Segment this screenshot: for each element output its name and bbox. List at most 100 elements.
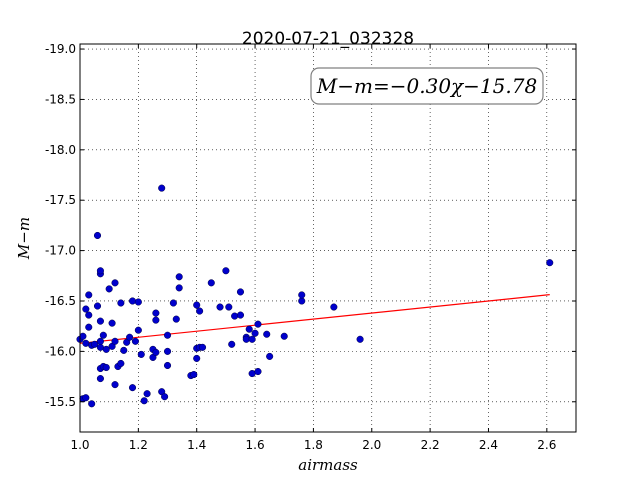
data-point <box>161 393 169 401</box>
fit-annotation: M−m=−0.30χ−15.78 <box>310 67 544 105</box>
data-point <box>88 400 96 408</box>
data-point <box>248 335 256 343</box>
data-point <box>298 297 306 305</box>
data-point <box>169 299 177 307</box>
data-point <box>228 340 236 348</box>
x-tick-label: 1.2 <box>129 438 148 452</box>
y-tick-label: -16.0 <box>45 344 76 358</box>
data-point <box>82 394 90 402</box>
data-point <box>120 346 128 354</box>
data-point <box>245 325 253 333</box>
data-point <box>137 350 145 358</box>
data-point <box>82 305 90 313</box>
data-point <box>128 297 137 305</box>
y-tick-label: -18.0 <box>45 143 76 157</box>
data-point <box>158 184 166 192</box>
data-point <box>236 311 245 319</box>
data-point <box>175 284 183 292</box>
annotation-box <box>310 67 544 105</box>
data-point <box>143 390 151 398</box>
data-point <box>93 302 102 310</box>
data-point <box>126 333 134 341</box>
annotation-text: M−m=−0.30χ−15.78 <box>316 74 537 98</box>
data-point <box>99 331 107 339</box>
data-point <box>140 397 148 405</box>
data-point <box>216 303 224 311</box>
data-point <box>225 303 233 311</box>
y-tick-label: -17.5 <box>45 193 76 207</box>
data-point <box>91 340 99 348</box>
data-point <box>152 309 160 317</box>
fit-line <box>79 294 550 344</box>
data-point <box>128 384 137 392</box>
x-tick-label: 1.4 <box>187 438 206 452</box>
data-point <box>85 323 93 331</box>
x-tick-label: 2.2 <box>421 438 440 452</box>
data-point <box>96 337 104 345</box>
x-axis-label: airmass <box>298 456 358 474</box>
y-tick-label: -18.5 <box>45 92 76 106</box>
data-point <box>163 331 172 339</box>
data-point <box>207 279 215 287</box>
data-point <box>102 363 110 372</box>
data-point <box>111 279 119 287</box>
data-point <box>111 337 119 345</box>
data-point <box>163 361 172 370</box>
data-point <box>263 330 271 338</box>
data-point <box>163 347 172 355</box>
fit-line-group <box>79 294 550 344</box>
y-tick-label: -17.0 <box>45 244 76 258</box>
x-tick-label: 1.8 <box>304 438 323 452</box>
x-tick-label: 2.6 <box>537 438 556 452</box>
chart-title: 2020-07-21_032328 <box>242 29 414 49</box>
x-tick-label: 1.0 <box>70 438 89 452</box>
data-point <box>254 367 262 376</box>
data-point <box>85 311 93 319</box>
data-point <box>172 315 180 323</box>
data-point <box>280 332 288 340</box>
data-point <box>79 332 87 340</box>
y-tick-label: -19.0 <box>45 42 76 56</box>
y-tick-label: -15.5 <box>45 395 76 409</box>
data-point <box>193 301 201 309</box>
data-point <box>330 303 338 311</box>
data-point <box>96 317 104 325</box>
x-tick-label: 2.0 <box>362 438 381 452</box>
data-point <box>102 345 110 353</box>
data-point <box>96 375 104 383</box>
data-point <box>231 312 239 320</box>
axis-ticks: 1.0 1.2 1.4 1.6 1.8 2.0 2.2 2.4 2.6 -15.5 -16.0 -16… <box>45 42 576 452</box>
plot-frame <box>79 43 577 433</box>
data-point <box>298 291 306 299</box>
data-point <box>546 259 554 267</box>
data-point <box>152 316 160 324</box>
data-point <box>175 273 183 281</box>
data-point <box>111 381 119 389</box>
data-point <box>93 231 102 240</box>
data-point <box>236 288 245 296</box>
data-point <box>198 343 207 351</box>
data-point <box>251 329 259 337</box>
data-point <box>131 337 139 345</box>
data-point <box>105 285 113 293</box>
data-point <box>152 348 160 356</box>
data-point <box>190 371 198 379</box>
data-point <box>96 267 104 275</box>
y-axis-label: M−m <box>15 217 33 260</box>
x-tick-label: 1.6 <box>246 438 265 452</box>
data-point <box>356 335 364 343</box>
data-point <box>117 299 125 307</box>
data-point <box>196 307 204 315</box>
data-point <box>117 359 125 368</box>
x-tick-label: 2.4 <box>479 438 498 452</box>
data-point <box>134 298 142 306</box>
data-point <box>85 291 93 299</box>
data-point <box>222 267 230 275</box>
y-tick-label: -16.5 <box>45 294 76 308</box>
data-point <box>254 320 262 328</box>
data-points <box>76 184 554 408</box>
data-point <box>266 352 274 360</box>
data-point <box>108 319 116 327</box>
data-point <box>134 326 142 334</box>
